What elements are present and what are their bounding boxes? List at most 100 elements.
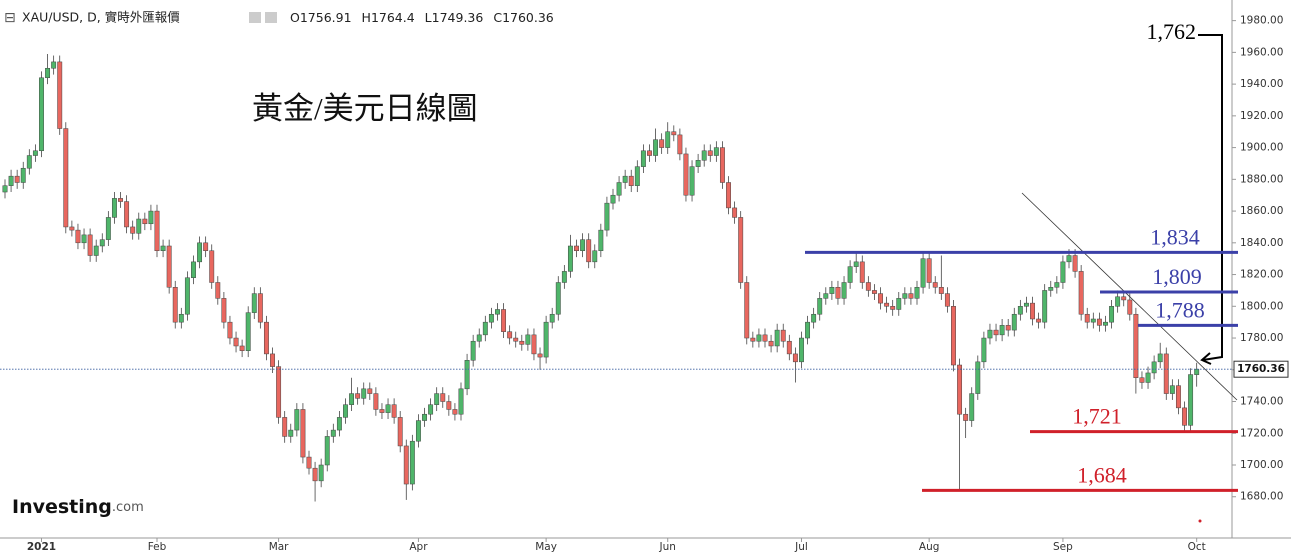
candle-body	[105, 217, 111, 240]
candle-body	[470, 340, 476, 361]
candle-body	[567, 245, 573, 272]
candle-body	[343, 404, 348, 418]
y-tick-label: 1980.00	[1240, 15, 1283, 27]
candle-body	[1121, 296, 1127, 301]
candle-body	[999, 325, 1005, 336]
candle-body	[792, 353, 798, 363]
candle-body	[1005, 325, 1011, 331]
candle-body	[318, 464, 324, 482]
candle-body	[87, 234, 93, 256]
y-tick-label: 1720.00	[1240, 427, 1283, 439]
candle-body	[1103, 321, 1108, 326]
candle-body	[434, 393, 440, 405]
candle-body	[1145, 372, 1151, 383]
candle-body	[282, 417, 288, 437]
candle-body	[525, 334, 531, 345]
candle-body	[1194, 368, 1200, 375]
logo: Investing.com	[12, 496, 144, 518]
candle-body	[884, 302, 890, 307]
candle-body	[580, 239, 586, 251]
ohlc-value: 1749.36	[432, 10, 484, 25]
candle-body	[1017, 306, 1023, 315]
candle-body	[890, 306, 896, 310]
candle-body	[124, 201, 130, 228]
candle-body	[251, 293, 257, 313]
level-label: 1,788	[1155, 297, 1205, 322]
candle-body	[166, 245, 172, 288]
candle-body	[574, 245, 579, 251]
candle-body	[659, 139, 665, 148]
ohlc-value: 1756.91	[300, 10, 352, 25]
candle-body	[2, 185, 8, 193]
candle-body	[634, 166, 640, 186]
candle-body	[111, 198, 117, 218]
icon	[265, 12, 277, 23]
candle-body	[1072, 255, 1078, 272]
candle-body	[543, 321, 549, 358]
y-tick-label: 1840.00	[1240, 237, 1283, 249]
candle-body	[99, 239, 105, 247]
candle-body	[69, 226, 75, 231]
candle-body	[294, 409, 300, 431]
candle-body	[628, 175, 634, 186]
ohlc-prefix: O	[290, 10, 300, 25]
logo-suffix: .com	[112, 500, 144, 515]
candle-body	[878, 293, 883, 304]
candle-body	[750, 337, 756, 342]
y-tick-label: 1780.00	[1240, 332, 1283, 344]
candle-body	[178, 313, 184, 323]
candle-body	[756, 334, 762, 342]
candle-body	[300, 409, 306, 458]
candle-body	[944, 293, 950, 307]
candle-body	[871, 290, 877, 294]
candle-body	[203, 242, 209, 251]
candle-body	[257, 293, 263, 323]
y-tick-label: 1740.00	[1240, 396, 1283, 408]
candle-body	[1084, 313, 1090, 323]
candle-body	[488, 313, 494, 323]
candle-body	[245, 312, 251, 351]
candle-body	[507, 331, 513, 339]
x-tick-label: Jun	[659, 541, 676, 553]
candle-body	[610, 194, 616, 204]
candle-body	[957, 364, 963, 415]
candle-body	[1157, 353, 1163, 363]
candle-body	[823, 293, 829, 299]
candle-body	[841, 282, 847, 299]
y-tick-label: 1800.00	[1240, 300, 1283, 312]
level-label: 1,809	[1152, 264, 1202, 289]
candle-body	[926, 258, 932, 283]
arrow-head	[1200, 352, 1212, 365]
candles	[2, 53, 1200, 502]
candle-body	[409, 440, 415, 485]
callout-label: 1,762	[1147, 19, 1197, 44]
candle-body	[1036, 318, 1042, 323]
y-tick-label: 1820.00	[1240, 269, 1283, 281]
symbol: XAU/USD, D, 實時外匯報價	[22, 10, 180, 25]
ohlc-prefix: H	[362, 10, 371, 25]
candle-body	[227, 321, 233, 339]
candle-body	[26, 155, 32, 169]
level-label: 1,721	[1072, 404, 1122, 429]
candle-body	[653, 139, 659, 156]
candle-body	[1060, 261, 1066, 283]
candle-body	[859, 261, 865, 283]
candle-body	[373, 393, 379, 410]
candle-body	[1182, 407, 1187, 426]
candle-body	[172, 287, 178, 323]
candle-body	[1078, 271, 1084, 315]
x-tick-label: Mar	[269, 541, 289, 553]
candle-body	[446, 401, 452, 410]
candle-body	[191, 261, 196, 278]
candle-body	[495, 309, 500, 315]
candle-body	[1169, 385, 1175, 394]
candle-body	[1066, 255, 1072, 263]
candle-body	[14, 175, 20, 183]
candle-body	[1109, 306, 1115, 323]
candle-body	[1151, 361, 1157, 374]
candle-body	[853, 261, 859, 267]
candle-body	[270, 353, 275, 367]
candle-body	[932, 282, 938, 288]
candle-body	[640, 150, 646, 167]
